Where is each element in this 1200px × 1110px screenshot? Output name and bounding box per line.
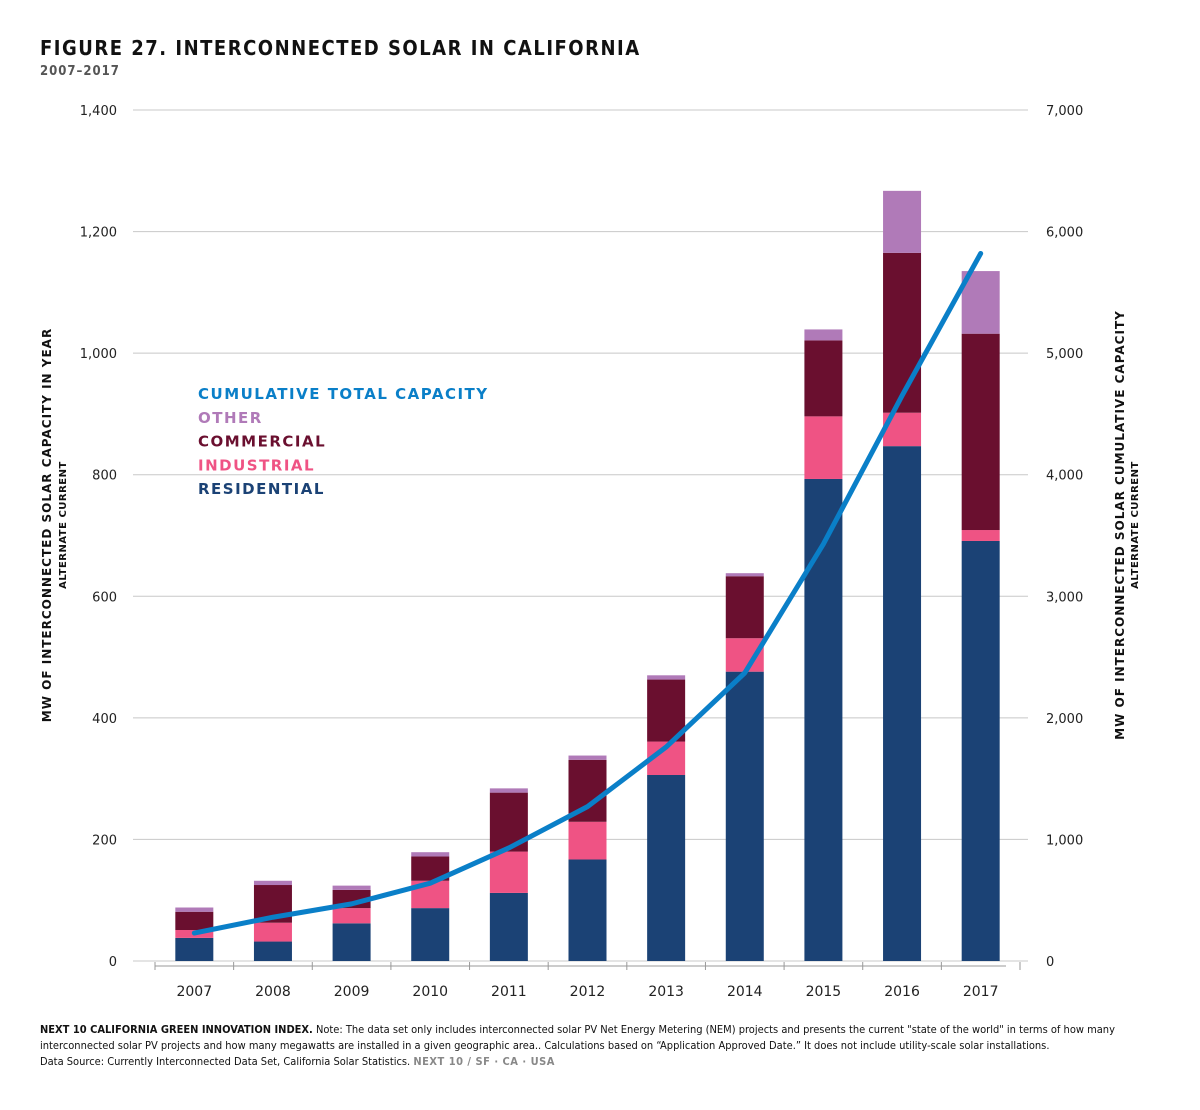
bar-industrial-2015 xyxy=(804,416,843,479)
bar-residential-2009 xyxy=(332,923,371,961)
bar-other-2008 xyxy=(253,880,292,886)
bar-industrial-2011 xyxy=(489,851,528,893)
bar-commercial-2007 xyxy=(175,911,214,930)
right-tick-label: 0 xyxy=(1046,955,1054,970)
x-category-label: 2011 xyxy=(491,984,527,1000)
left-tick-label: 0 xyxy=(109,955,117,970)
bar-residential-2015 xyxy=(804,478,843,961)
bar-commercial-2017 xyxy=(961,333,1000,531)
bar-other-2013 xyxy=(647,675,686,680)
chart-subtitle: 2007–2017 xyxy=(40,64,120,79)
bar-other-2010 xyxy=(411,852,450,857)
x-axis: 2007 2008 2009 2010 2011 2012 2013 2014 2015 2016… xyxy=(154,962,1021,1000)
bars-group xyxy=(175,190,1000,961)
legend-item-residential: RESIDENTIAL xyxy=(198,480,325,498)
bar-residential-2011 xyxy=(489,892,528,961)
bar-commercial-2016 xyxy=(883,252,922,413)
x-category-label: 2010 xyxy=(412,984,448,1000)
bar-industrial-2009 xyxy=(332,908,371,924)
bar-commercial-2013 xyxy=(647,679,686,742)
bar-residential-2014 xyxy=(725,671,764,961)
right-axis-title: MW OF INTERCONNECTED SOLAR CUMULATIVE CA… xyxy=(1113,310,1127,740)
left-tick-label: 1,400 xyxy=(80,104,117,119)
legend-item-industrial: INDUSTRIAL xyxy=(198,456,315,474)
right-tick-label: 7,000 xyxy=(1046,104,1083,119)
bar-other-2011 xyxy=(489,788,528,793)
right-tick-label: 3,000 xyxy=(1046,590,1083,605)
right-tick-label: 1,000 xyxy=(1046,833,1083,848)
bar-other-2016 xyxy=(883,190,922,253)
legend-item-cumulative-total-capacity: CUMULATIVE TOTAL CAPACITY xyxy=(198,385,489,403)
x-category-label: 2007 xyxy=(176,984,212,1000)
right-axis-ticks: 0 1,000 2,000 3,000 4,000 5,000 6,000 7,000 xyxy=(1046,104,1083,970)
footnote-note: Note: The data set only includes interco… xyxy=(40,1023,1115,1052)
left-axis-ticks: 0 200 400 600 800 1,000 1,200 1,400 xyxy=(80,104,117,970)
x-category-label: 2015 xyxy=(806,984,842,1000)
bar-industrial-2017 xyxy=(961,530,1000,541)
left-tick-label: 600 xyxy=(92,590,117,605)
x-category-label: 2012 xyxy=(570,984,606,1000)
x-category-label: 2008 xyxy=(255,984,291,1000)
right-tick-label: 4,000 xyxy=(1046,469,1083,484)
x-category-label: 2009 xyxy=(334,984,370,1000)
footnote-brand-tail: NEXT 10 / SF · CA · USA xyxy=(413,1055,555,1068)
bar-residential-2012 xyxy=(568,859,607,961)
left-tick-label: 1,200 xyxy=(80,226,117,241)
left-tick-label: 1,000 xyxy=(80,347,117,362)
legend-item-other: OTHER xyxy=(198,409,263,427)
bar-residential-2016 xyxy=(883,446,922,961)
x-category-label: 2013 xyxy=(648,984,684,1000)
cumulative-line-group xyxy=(191,250,984,936)
right-tick-label: 2,000 xyxy=(1046,712,1083,727)
cumulative-total-line xyxy=(191,250,984,936)
bar-industrial-2012 xyxy=(568,821,607,860)
x-category-label: 2014 xyxy=(727,984,763,1000)
left-tick-label: 200 xyxy=(92,833,117,848)
left-axis-title: MW OF INTERCONNECTED SOLAR CAPACITY IN Y… xyxy=(40,328,54,722)
left-tick-label: 400 xyxy=(92,712,117,727)
x-category-label: 2017 xyxy=(963,984,999,1000)
bar-other-2014 xyxy=(725,573,764,577)
left-axis-sublabel: ALTERNATE CURRENT xyxy=(58,461,69,589)
footnote-brand-lead: NEXT 10 CALIFORNIA GREEN INNOVATION INDE… xyxy=(40,1023,313,1036)
right-axis-sublabel: ALTERNATE CURRENT xyxy=(1130,461,1141,589)
bar-industrial-2008 xyxy=(253,922,292,942)
right-tick-label: 6,000 xyxy=(1046,226,1083,241)
legend: CUMULATIVE TOTAL CAPACITY OTHER COMMERCIAL… xyxy=(198,385,489,498)
footnote: NEXT 10 CALIFORNIA GREEN INNOVATION INDE… xyxy=(40,1022,1170,1070)
bar-other-2012 xyxy=(568,755,607,760)
chart-canvas: 0 200 400 600 800 1,000 1,200 1,400 0 1,000 2,000… xyxy=(40,104,1141,1000)
bar-residential-2013 xyxy=(647,774,686,961)
bar-other-2007 xyxy=(175,907,214,912)
bar-commercial-2014 xyxy=(725,576,764,639)
bar-other-2015 xyxy=(804,329,843,341)
bar-commercial-2015 xyxy=(804,340,843,417)
bar-residential-2017 xyxy=(961,540,1000,961)
bar-residential-2007 xyxy=(175,937,214,961)
bar-residential-2008 xyxy=(253,941,292,961)
footnote-source: Data Source: Currently Interconnected Da… xyxy=(40,1055,414,1068)
bar-residential-2010 xyxy=(411,908,450,961)
legend-item-commercial: COMMERCIAL xyxy=(198,433,326,451)
right-tick-label: 5,000 xyxy=(1046,347,1083,362)
bar-other-2009 xyxy=(332,885,371,890)
left-tick-label: 800 xyxy=(92,469,117,484)
x-category-label: 2016 xyxy=(884,984,920,1000)
chart-title: FIGURE 27. INTERCONNECTED SOLAR IN CALIF… xyxy=(40,36,641,60)
